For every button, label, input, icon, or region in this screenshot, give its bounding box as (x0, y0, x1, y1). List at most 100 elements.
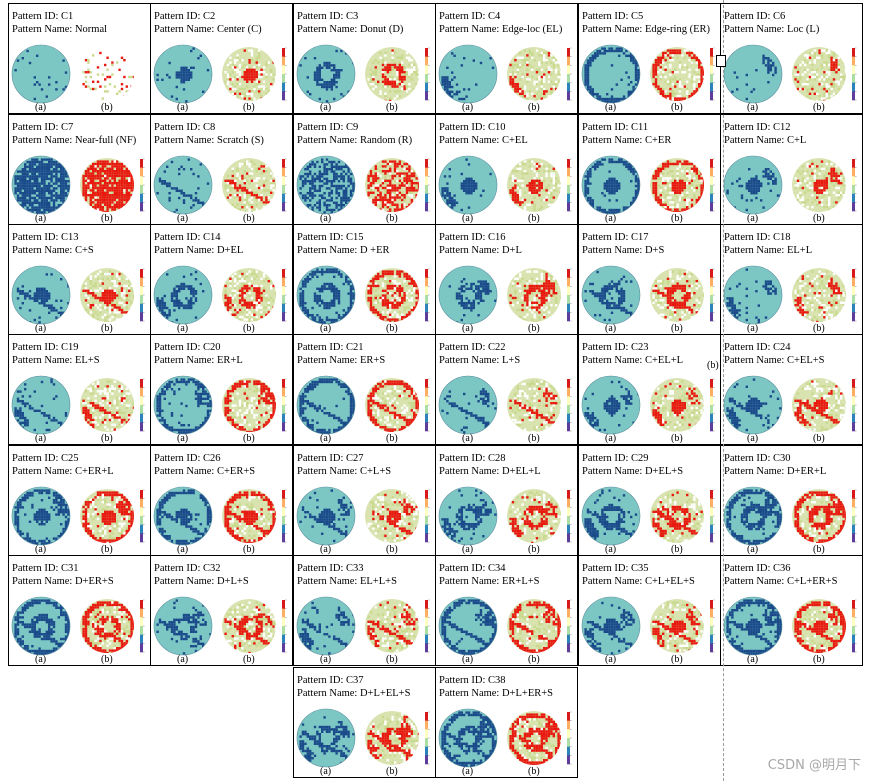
pattern-id-label: Pattern ID: C1 (12, 11, 74, 22)
pattern-name-label: Pattern Name: ER+L (154, 355, 243, 366)
wafer-maps (153, 375, 287, 435)
pattern-cell: Pattern ID: C6 Pattern Name: Loc (L) (a) (b… (720, 3, 863, 114)
subfigure-b-label: (b) (528, 213, 540, 224)
subfigure-a-label: (a) (320, 213, 332, 224)
wafer-maps (11, 486, 145, 546)
pattern-cell: Pattern ID: C33 Pattern Name: EL+L+S (a) (b… (293, 555, 436, 666)
pattern-name-label: Pattern Name: Edge-loc (EL) (439, 24, 563, 35)
subfigure-b-label: (b) (386, 654, 398, 665)
subfigure-b-label: (b) (101, 102, 113, 113)
subfigure-a-label: (a) (320, 433, 332, 444)
pattern-name-label: Pattern Name: Edge-ring (ER) (582, 24, 710, 35)
pattern-cell: Pattern ID: C20 Pattern Name: ER+L (a) (b) (150, 334, 293, 445)
pattern-name-label: Pattern Name: C+L (724, 135, 807, 146)
subfigure-b-label: (b) (528, 323, 540, 334)
pattern-cell: Pattern ID: C21 Pattern Name: ER+S (a) (b) (293, 334, 436, 445)
subfigure-a-label: (a) (35, 544, 47, 555)
subfigure-b-label: (b) (671, 433, 683, 444)
subfigure-a-label: (a) (747, 213, 759, 224)
wafer-maps (723, 155, 857, 215)
pattern-id-label: Pattern ID: C28 (439, 453, 506, 464)
pattern-cell: Pattern ID: C8 Pattern Name: Scratch (S) (… (150, 114, 293, 225)
subfigure-b-label: (b) (101, 213, 113, 224)
pattern-cell: Pattern ID: C22 Pattern Name: L+S (a) (b) (435, 334, 578, 445)
pattern-id-label: Pattern ID: C19 (12, 342, 79, 353)
pattern-cell: Pattern ID: C16 Pattern Name: D+L (a) (b) (435, 224, 578, 335)
pattern-id-label: Pattern ID: C3 (297, 11, 359, 22)
subfigure-b-label: (b) (813, 102, 825, 113)
wafer-maps (153, 265, 287, 325)
subfigure-a-label: (a) (177, 323, 189, 334)
wafer-maps (581, 596, 715, 656)
wafer-maps (581, 486, 715, 546)
pattern-id-label: Pattern ID: C10 (439, 122, 506, 133)
pattern-name-label: Pattern Name: Random (R) (297, 135, 413, 146)
pattern-name-label: Pattern Name: D+EL+S (582, 466, 684, 477)
subfigure-b-label: (b) (671, 323, 683, 334)
pattern-name-label: Pattern Name: EL+L+S (297, 576, 397, 587)
pattern-cell: Pattern ID: C12 Pattern Name: C+L (a) (b) (720, 114, 863, 225)
pattern-cell: Pattern ID: C13 Pattern Name: C+S (a) (b) (8, 224, 151, 335)
pattern-name-label: Pattern Name: D+EL+L (439, 466, 541, 477)
pattern-cell: Pattern ID: C35 Pattern Name: C+L+EL+S (a)… (578, 555, 721, 666)
pattern-id-label: Pattern ID: C32 (154, 563, 221, 574)
subfigure-a-label: (a) (462, 102, 474, 113)
subfigure-b-label: (b) (386, 323, 398, 334)
pattern-id-label: Pattern ID: C37 (297, 675, 364, 686)
pattern-cell: Pattern ID: C19 Pattern Name: EL+S (a) (b) (8, 334, 151, 445)
wafer-maps (296, 708, 430, 768)
pattern-name-label: Pattern Name: Normal (12, 24, 108, 35)
pattern-cell: Pattern ID: C1 Pattern Name: Normal (a) (b) (8, 3, 151, 114)
subfigure-b-label: (b) (813, 323, 825, 334)
pattern-id-label: Pattern ID: C20 (154, 342, 221, 353)
wafer-maps (438, 155, 572, 215)
dashed-divider (723, 0, 724, 781)
pattern-name-label: Pattern Name: ER+S (297, 355, 386, 366)
subfigure-a-label: (a) (605, 102, 617, 113)
subfigure-a-label: (a) (462, 766, 474, 777)
pattern-id-label: Pattern ID: C13 (12, 232, 79, 243)
pattern-cell: Pattern ID: C27 Pattern Name: C+L+S (a) (b) (293, 445, 436, 556)
subfigure-a-label: (a) (177, 544, 189, 555)
pattern-name-label: Pattern Name: D+L (439, 245, 522, 256)
subfigure-a-label: (a) (462, 654, 474, 665)
pattern-name-label: Pattern Name: D+L+S (154, 576, 249, 587)
pattern-id-label: Pattern ID: C9 (297, 122, 359, 133)
subfigure-a-label: (a) (747, 323, 759, 334)
pattern-name-label: Pattern Name: D+ER+L (724, 466, 827, 477)
pattern-cell: Pattern ID: C36 Pattern Name: C+L+ER+S (a)… (720, 555, 863, 666)
pattern-cell: Pattern ID: C14 Pattern Name: D+EL (a) (b) (150, 224, 293, 335)
wafer-maps (438, 375, 572, 435)
subfigure-b-label: (b) (243, 213, 255, 224)
pattern-name-label: Pattern Name: C+L+S (297, 466, 392, 477)
subfigure-b-label: (b) (386, 766, 398, 777)
pattern-cell: Pattern ID: C4 Pattern Name: Edge-loc (EL… (435, 3, 578, 114)
subfigure-b-label: (b) (243, 544, 255, 555)
subfigure-a-label: (a) (35, 323, 47, 334)
subfigure-b-label: (b) (386, 213, 398, 224)
subfigure-a-label: (a) (320, 323, 332, 334)
subfigure-b-label: (b) (243, 102, 255, 113)
subfigure-a-label: (a) (747, 544, 759, 555)
pattern-name-label: Pattern Name: C+EL (439, 135, 528, 146)
pattern-cell: Pattern ID: C34 Pattern Name: ER+L+S (a) (b… (435, 555, 578, 666)
wafer-maps (153, 596, 287, 656)
pattern-name-label: Pattern Name: D+EL (154, 245, 244, 256)
pattern-name-label: Pattern Name: L+S (439, 355, 521, 366)
pattern-name-label: Pattern Name: Donut (D) (297, 24, 404, 35)
wafer-maps (438, 596, 572, 656)
subfigure-b-label: (b) (528, 102, 540, 113)
subfigure-b-label: (b) (813, 213, 825, 224)
wafer-maps (581, 375, 715, 435)
pattern-id-label: Pattern ID: C6 (724, 11, 786, 22)
pattern-name-label: Pattern Name: C+S (12, 245, 94, 256)
pattern-name-label: Pattern Name: C+L+EL+S (582, 576, 695, 587)
wafer-maps (296, 596, 430, 656)
pattern-name-label: Pattern Name: C+ER+L (12, 466, 114, 477)
subfigure-a-label: (a) (747, 654, 759, 665)
pattern-id-label: Pattern ID: C5 (582, 11, 644, 22)
subfigure-b-label: (b) (528, 654, 540, 665)
wafer-maps (438, 486, 572, 546)
subfigure-b-label: (b) (813, 544, 825, 555)
wafer-maps (11, 155, 145, 215)
